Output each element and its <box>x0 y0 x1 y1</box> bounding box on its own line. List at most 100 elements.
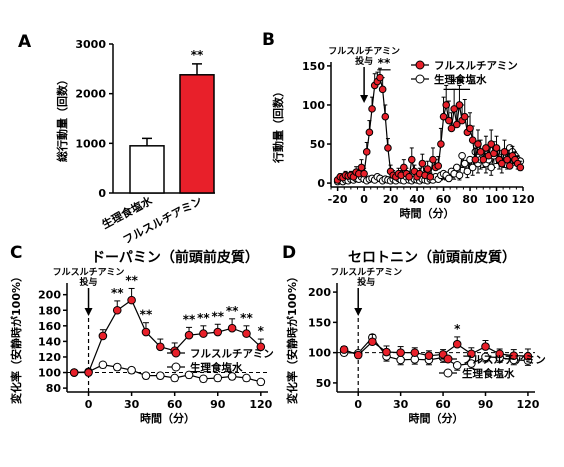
significance-label: ** <box>111 286 124 300</box>
legend-label: 生理食塩水 <box>462 367 515 380</box>
data-point <box>362 148 371 156</box>
data-point <box>396 348 405 357</box>
data-point <box>460 159 469 168</box>
data-point <box>368 105 376 113</box>
data-point <box>509 351 519 360</box>
legend-label: 生理食塩水 <box>190 361 243 374</box>
injection-label-2: 投与 <box>355 55 373 67</box>
x-axis-label: 時間（分） <box>400 206 455 220</box>
data-point <box>127 365 136 375</box>
y-tick-label: 100 <box>302 99 325 112</box>
data-point <box>339 345 349 354</box>
significance-label: * <box>454 322 461 336</box>
x-tick-label: 120 <box>516 398 539 411</box>
data-point <box>360 169 368 178</box>
data-point <box>452 339 462 349</box>
x-tick-label: 120 <box>249 398 272 411</box>
data-point <box>112 362 122 372</box>
x-tick-label: 60 <box>167 398 183 411</box>
bar <box>129 145 165 194</box>
panel-label-d: D <box>282 243 296 263</box>
panel-c-title: ドーパミン（前頭前皮質） <box>91 249 259 266</box>
data-point <box>376 73 384 82</box>
data-point <box>455 101 464 109</box>
x-tick-label: 0 <box>85 398 93 411</box>
data-point <box>213 373 223 383</box>
data-point <box>442 101 451 109</box>
data-point <box>141 327 151 337</box>
significance-label: ** <box>378 56 391 70</box>
y-tick-label: 150 <box>308 316 331 329</box>
significance-label: ** <box>191 48 204 62</box>
y-tick-label: 120 <box>38 351 61 364</box>
x-tick-label: 60 <box>436 193 452 206</box>
panel-c-line-chart: 80 100 120 140 160 180 200 0 30 60 90 120 時間（分） 変化率（安… <box>9 267 274 425</box>
significance-label: ** <box>211 309 224 323</box>
x-tick-label: 30 <box>393 398 409 411</box>
y-tick-label: 200 <box>38 289 61 302</box>
x-axis-label: 時間（分） <box>140 411 195 425</box>
x-tick-label: 120 <box>512 193 535 206</box>
panel-d-line-chart: 50 100 150 200 0 30 60 90 120 時間（分） 変化率（安静時が100%） フ… <box>285 267 546 425</box>
data-point <box>468 163 477 172</box>
data-point <box>429 155 437 164</box>
data-point <box>112 305 122 315</box>
x-tick-label: 90 <box>210 398 226 411</box>
y-tick-label: 140 <box>38 335 61 348</box>
legend-marker <box>415 60 425 70</box>
legend-marker <box>415 74 425 84</box>
data-point <box>447 124 456 133</box>
y-tick-label: 150 <box>302 60 325 73</box>
panel-label-c: C <box>10 243 22 263</box>
data-point <box>410 348 420 357</box>
data-point <box>418 159 427 168</box>
data-point <box>98 360 108 370</box>
data-point <box>474 140 482 148</box>
data-point <box>467 359 476 368</box>
y-tick-label: 3000 <box>75 38 106 51</box>
data-point <box>184 330 194 340</box>
data-point <box>468 136 477 144</box>
x-tick-label: 100 <box>485 193 508 206</box>
y-axis-label: 変化率（安静時が100%） <box>285 271 299 404</box>
data-point <box>481 352 490 362</box>
data-point <box>156 371 165 380</box>
data-point <box>400 163 408 172</box>
data-point <box>256 342 266 352</box>
data-point <box>500 148 509 156</box>
data-point <box>482 144 490 152</box>
data-point <box>365 128 374 137</box>
y-tick-label: 1000 <box>75 137 106 150</box>
x-tick-label: 80 <box>462 193 478 206</box>
data-point <box>492 144 501 152</box>
data-point <box>84 368 93 377</box>
data-point <box>495 349 504 359</box>
data-point <box>452 120 461 129</box>
data-point <box>353 350 363 360</box>
y-tick-label: 2000 <box>75 88 106 101</box>
data-point <box>382 347 391 357</box>
data-point <box>439 112 448 121</box>
data-point <box>458 151 466 160</box>
data-point <box>437 140 445 148</box>
legend-label: フルスルチアミン <box>462 354 546 366</box>
significance-label: ** <box>183 312 196 326</box>
legend-marker <box>443 368 453 378</box>
data-point <box>227 323 237 333</box>
y-tick-label: 80 <box>46 382 62 395</box>
data-point <box>405 173 413 181</box>
panel-d-title: セロトニン（前頭前皮質） <box>348 249 516 266</box>
x-tick-label: -20 <box>328 193 348 206</box>
data-point <box>170 373 179 383</box>
significance-label: ** <box>197 311 210 325</box>
data-point <box>213 327 223 337</box>
y-axis-label: 変化率（安静時が100%） <box>9 271 23 404</box>
x-tick-label: 20 <box>383 193 399 206</box>
legend-label: 生理食塩水 <box>434 73 487 86</box>
x-tick-label: 0 <box>360 193 368 206</box>
significance-label: ** <box>125 273 138 287</box>
significance-label: ** <box>451 75 464 89</box>
legend-marker <box>171 348 181 358</box>
y-tick-label: 160 <box>38 320 61 333</box>
